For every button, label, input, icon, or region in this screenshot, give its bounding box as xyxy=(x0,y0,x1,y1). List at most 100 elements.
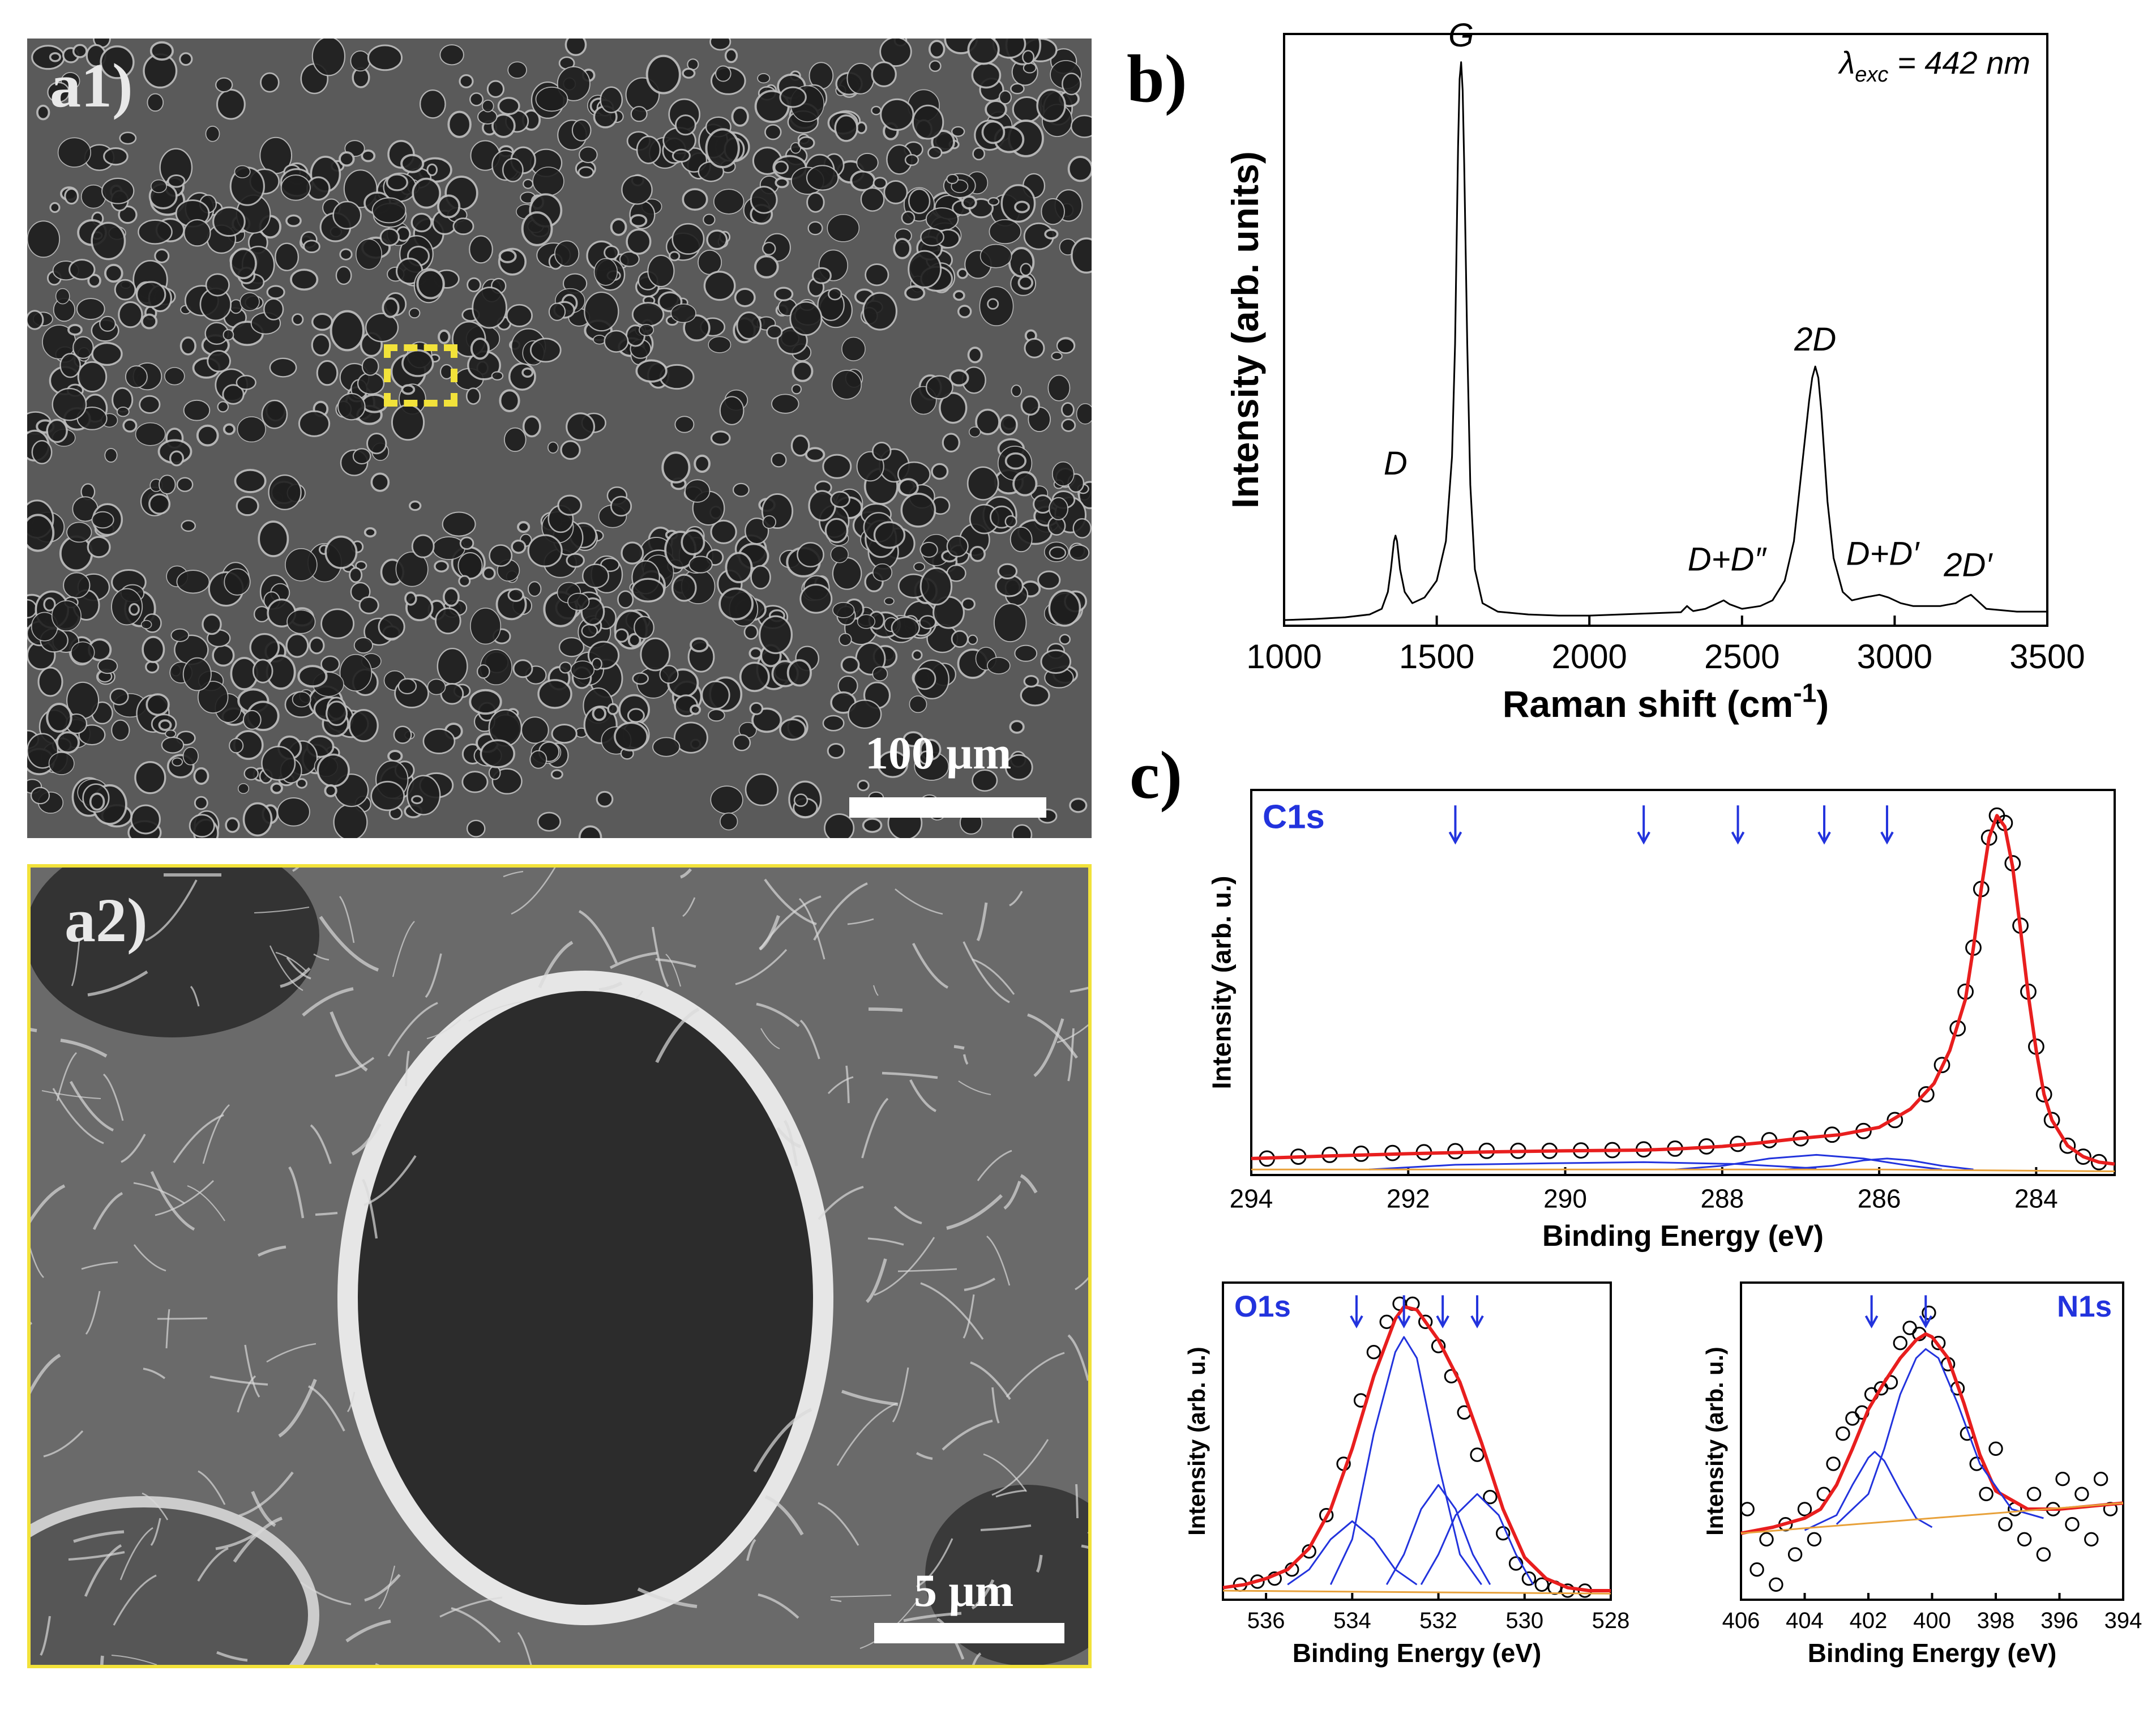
wrinkle xyxy=(962,941,1010,1003)
pore xyxy=(348,709,379,742)
pore xyxy=(147,93,164,112)
pore xyxy=(661,451,691,484)
pore xyxy=(49,52,62,62)
pore xyxy=(286,609,316,634)
pore xyxy=(719,396,745,425)
pore xyxy=(176,570,210,594)
pore xyxy=(59,353,81,378)
pore xyxy=(551,724,578,744)
raman-x-axis-label: Raman shift (cm-1) xyxy=(1503,678,1829,724)
pore xyxy=(469,689,502,715)
wrinkle xyxy=(119,1527,153,1580)
pore xyxy=(710,430,731,446)
wrinkle xyxy=(313,953,330,961)
pore xyxy=(507,588,524,602)
pore xyxy=(822,715,845,732)
wrinkle xyxy=(275,951,307,972)
pore xyxy=(873,521,906,549)
pore xyxy=(673,721,708,754)
pore xyxy=(243,767,259,780)
wrinkle xyxy=(1075,1484,1079,1519)
pore xyxy=(773,287,794,302)
pore xyxy=(316,360,339,386)
xps-n1s-data-point xyxy=(1979,1486,1994,1502)
pore xyxy=(913,667,936,690)
pore xyxy=(547,441,559,454)
pore xyxy=(610,495,632,517)
pore xyxy=(705,128,740,169)
pore xyxy=(118,205,138,224)
pore xyxy=(592,706,607,721)
pore xyxy=(193,767,209,785)
pore xyxy=(339,653,373,692)
wrinkle xyxy=(964,1278,996,1292)
pore xyxy=(69,259,96,280)
pore xyxy=(260,72,280,93)
panel-label-b: b) xyxy=(1127,41,1187,116)
xps-n1s-data-point xyxy=(1931,1336,1946,1351)
pore xyxy=(865,263,889,287)
pore xyxy=(564,39,587,57)
pore xyxy=(379,228,400,246)
xps-c1s-x-tick-label: 288 xyxy=(1700,1184,1744,1214)
wrinkle xyxy=(652,926,669,988)
raman-peak-label: G xyxy=(1448,17,1474,54)
wrinkle xyxy=(895,888,943,915)
pore xyxy=(296,778,308,789)
pore xyxy=(1072,518,1092,539)
pore xyxy=(497,97,520,116)
xps-c1s-data-point xyxy=(2059,1137,2076,1154)
pore xyxy=(674,114,696,136)
pore xyxy=(64,187,79,205)
pore xyxy=(179,336,196,356)
wrinkle xyxy=(60,1039,108,1058)
pore xyxy=(578,825,602,838)
pore xyxy=(1069,797,1088,813)
pore xyxy=(871,442,892,461)
wrinkle xyxy=(1027,1013,1078,1059)
pore xyxy=(522,415,541,438)
wrinkle xyxy=(1033,1018,1064,1078)
wrinkle xyxy=(517,1631,532,1665)
wrinkle xyxy=(100,1655,104,1665)
xps-n1s-component-arrow xyxy=(1864,1295,1879,1328)
wrinkle xyxy=(867,1237,904,1246)
pore xyxy=(571,119,592,142)
pore xyxy=(1041,198,1065,225)
xps-n1s-data-point xyxy=(2093,1472,2108,1486)
pore-field xyxy=(27,39,1092,838)
pore xyxy=(807,221,823,236)
pore xyxy=(523,178,534,189)
pore xyxy=(535,86,568,112)
pore xyxy=(51,600,82,631)
wrinkle xyxy=(1020,1174,1038,1194)
xps-c1s-component-arrow xyxy=(1880,805,1894,845)
pore xyxy=(1011,384,1022,398)
raman-excitation-annotation: λexc = 442 nm xyxy=(1838,45,2030,87)
pore xyxy=(311,313,333,331)
wrinkle xyxy=(351,1123,382,1156)
wrinkle xyxy=(946,1194,1003,1230)
arrow-head xyxy=(1880,831,1894,845)
pore xyxy=(97,658,118,674)
xps-n1s-data-point xyxy=(2084,1532,2099,1547)
pore xyxy=(987,657,1011,674)
xps-c1s-component-arrow xyxy=(1731,805,1745,845)
pore xyxy=(764,124,782,140)
wrinkle xyxy=(173,1114,224,1163)
xps-n1s-data-point xyxy=(1826,1456,1841,1471)
xps-o1s-data-point xyxy=(1508,1556,1524,1571)
pore xyxy=(554,240,580,267)
pore xyxy=(234,468,267,493)
pore xyxy=(1062,72,1082,96)
pore xyxy=(134,761,166,794)
pore xyxy=(671,223,705,255)
xps-c1s-x-tick-label: 284 xyxy=(2014,1184,2058,1214)
xps-n1s-component-line xyxy=(1836,1348,2044,1525)
pore xyxy=(324,535,358,569)
pore xyxy=(919,567,953,606)
pore xyxy=(27,514,55,552)
pore xyxy=(1051,351,1063,361)
xps-o1s-x-tick-label: 532 xyxy=(1419,1608,1457,1633)
pore xyxy=(771,394,799,414)
